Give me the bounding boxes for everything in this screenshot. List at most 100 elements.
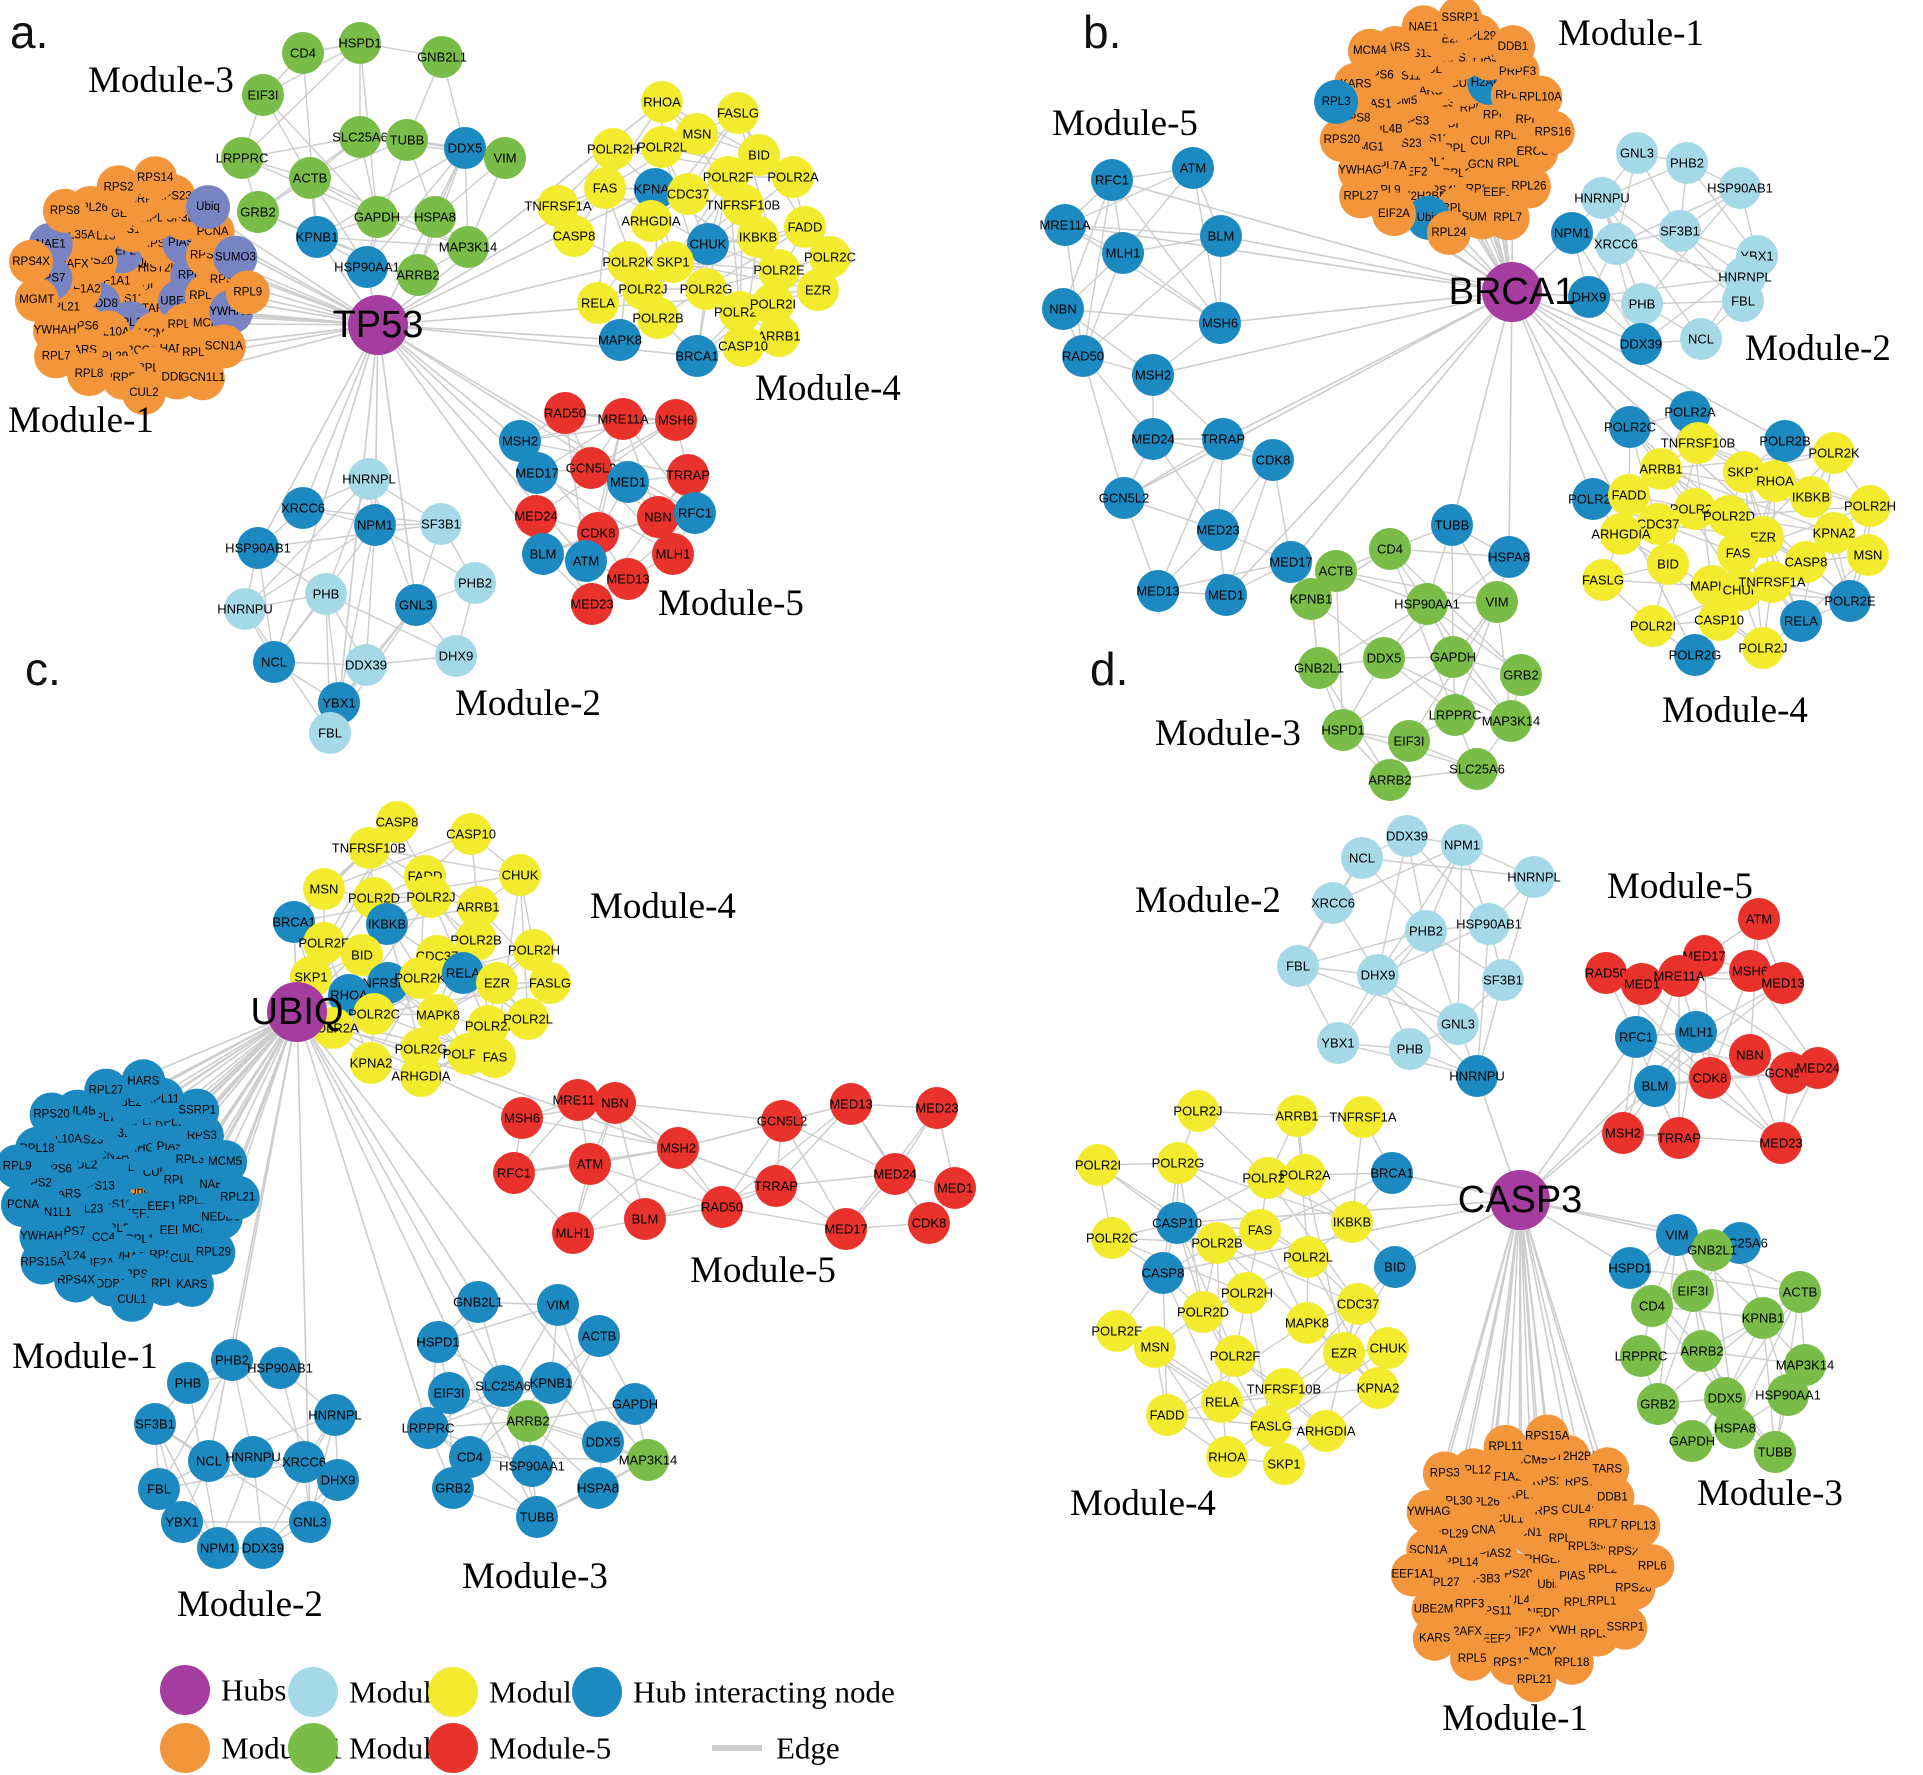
node-label-RPS2: RPS2 [104, 181, 134, 193]
node-label-KPNA2: KPNA2 [1357, 1381, 1400, 1396]
node-label-GCN1L1: GCN1L1 [180, 372, 225, 384]
panel-letter-a: a. [10, 6, 48, 58]
node-label-TUBB: TUBB [520, 1510, 555, 1525]
node-label-RPL13: RPL13 [1621, 1521, 1656, 1533]
node-label-XRCC6: XRCC6 [1311, 896, 1355, 911]
node-label-MED1: MED1 [1208, 588, 1244, 603]
node-label-RHOA: RHOA [1756, 474, 1794, 489]
node-POLR2B [637, 297, 679, 339]
node-KARS [169, 1262, 214, 1307]
node-RAD50 [544, 392, 586, 434]
node-KPNB1 [530, 1362, 572, 1404]
node-MSN [303, 868, 345, 910]
node-GCN5L2 [761, 1100, 803, 1142]
node-label-MSN: MSN [310, 882, 339, 897]
node-label-EZR: EZR [484, 976, 510, 991]
hub-edge [1519, 1199, 1532, 1461]
node-label-DHX9: DHX9 [1361, 968, 1396, 983]
node-MRE11A [557, 1079, 599, 1121]
node-label-FBL: FBL [1286, 959, 1310, 974]
node-label-FAS: FAS [1248, 1223, 1273, 1238]
node-CD4 [282, 32, 324, 74]
node-MSH6 [1199, 302, 1241, 344]
node-label-FBL: FBL [318, 726, 342, 741]
hub-edge [1222, 291, 1513, 440]
node-RPL13 [1616, 1504, 1661, 1549]
node-HSPA8 [1714, 1407, 1756, 1449]
node-label-SLC25A6: SLC25A6 [475, 1379, 531, 1394]
node-label-POLR2C: POLR2C [348, 1007, 400, 1022]
node-label-MSH2: MSH2 [1135, 368, 1171, 383]
node-SF3B1 [134, 1403, 176, 1445]
node-VIM [537, 1284, 579, 1326]
node-label-CASP10: CASP10 [446, 827, 496, 842]
node-SCN1A [201, 324, 246, 369]
node-label-HSP90AA1: HSP90AA1 [1394, 597, 1460, 612]
node-HSPD1 [339, 22, 381, 64]
node-POLR2G [1157, 1142, 1199, 1184]
node-label-GCN5L2: GCN5L2 [566, 461, 617, 476]
node-FASLG [1250, 1405, 1292, 1447]
node-label-GNL3: GNL3 [1620, 146, 1654, 161]
node-RFC1 [1615, 1016, 1657, 1058]
node-SF3B1 [1659, 210, 1701, 252]
node-label-EIF2A: EIF2A [1378, 208, 1410, 220]
node-label-MED13: MED13 [606, 572, 649, 587]
hub-edge [257, 324, 379, 549]
node-label-TUBB: TUBB [1435, 518, 1470, 533]
legend-swatch-hub [160, 1665, 210, 1715]
hub-node-TP53 [348, 295, 408, 355]
node-POLR2L [1572, 478, 1614, 520]
node-HSPA8 [577, 1467, 619, 1509]
edge [1225, 459, 1274, 596]
hub-edge [1511, 291, 1696, 656]
node-label-CASP8: CASP8 [1785, 555, 1828, 570]
node-label-CHUK: CHUK [502, 868, 539, 883]
node-CASP8 [553, 215, 595, 257]
node-label-CDC37: CDC37 [1337, 1297, 1380, 1312]
node-label-LRPPRC: LRPPRC [1429, 708, 1482, 723]
node-HSP90AA1 [1406, 583, 1448, 625]
node-MAPK8 [1286, 1302, 1328, 1344]
node-label-NBN: NBN [601, 1096, 628, 1111]
hub-node-BRCA1 [1482, 262, 1542, 322]
node-YBX1 [161, 1501, 203, 1543]
edge [365, 524, 376, 666]
module-label: Module-4 [590, 886, 736, 927]
node-RPL26 [1506, 164, 1551, 209]
edge [531, 1335, 600, 1467]
module-label: Module-5 [1052, 103, 1198, 144]
node-ARHGDIA [1305, 1410, 1347, 1452]
node-label-RPS4X: RPS4X [57, 1275, 95, 1287]
node-label-CHUK: CHUK [1723, 583, 1760, 598]
node-POLR2J [1177, 1090, 1219, 1132]
node-TRRAP [1658, 1117, 1700, 1159]
edge [1064, 167, 1194, 226]
node-label-MRE11A: MRE11A [552, 1093, 603, 1108]
node-label-POLR2D: POLR2D [1177, 1305, 1229, 1320]
node-label-CASP8: CASP8 [376, 815, 419, 830]
node-HSP90AB1 [237, 527, 279, 569]
node-CUL2 [121, 370, 166, 415]
node-label-HSP90AB1: HSP90AB1 [1707, 181, 1773, 196]
node-label-HNRNPL: HNRNPL [308, 1408, 361, 1423]
node-label-TNFRSF10B: TNFRSF10B [1247, 1382, 1321, 1397]
node-label-GRB2: GRB2 [1640, 1397, 1675, 1412]
node-label-HNRNPU: HNRNPU [225, 1450, 281, 1465]
node-label-MED1: MED1 [610, 475, 646, 490]
node-MED13 [1762, 962, 1804, 1004]
node-label-POLR2L: POLR2L [1283, 1250, 1333, 1265]
node-label-HSPA8: HSPA8 [414, 210, 456, 225]
node-label-DDX5: DDX5 [586, 1435, 621, 1450]
node-label-BLM: BLM [632, 1212, 659, 1227]
node-label-MED13: MED13 [1761, 976, 1804, 991]
node-label-RPS7: RPS7 [1565, 1476, 1595, 1488]
node-NBN [594, 1082, 636, 1124]
node-label-MED24: MED24 [1796, 1061, 1839, 1076]
hub-edge [1123, 291, 1513, 499]
node-FADD [784, 206, 826, 248]
node-POLR2E [303, 922, 345, 964]
node-KPNB1 [1742, 1297, 1784, 1339]
node-BRCA1 [273, 901, 315, 943]
node-label-KARS: KARS [1419, 1633, 1451, 1645]
